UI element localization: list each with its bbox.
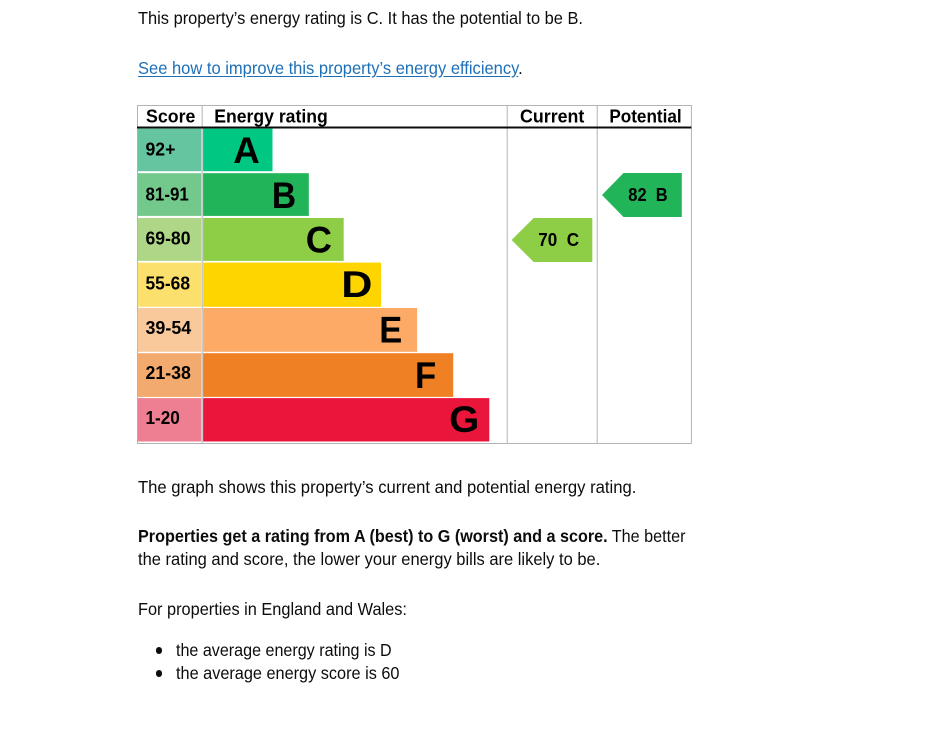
svg-text:39-54: 39-54 [146,317,192,338]
svg-text:Current: Current [520,107,584,127]
svg-text:E: E [379,310,402,351]
svg-text:C: C [306,220,332,261]
svg-text:21-38: 21-38 [146,362,191,383]
svg-text:92+: 92+ [146,139,176,160]
svg-text:B: B [272,175,296,216]
svg-text:D: D [341,264,372,305]
svg-text:Energy rating: Energy rating [214,107,328,127]
svg-text:G: G [449,399,479,440]
svg-text:55-68: 55-68 [146,272,191,293]
svg-text:A: A [233,130,259,171]
svg-text:70 C: 70 C [538,229,579,250]
svg-text:69-80: 69-80 [146,227,191,248]
svg-text:Potential: Potential [609,107,681,127]
svg-text:Score: Score [146,107,195,127]
svg-text:1-20: 1-20 [146,407,180,428]
svg-text:82 B: 82 B [628,184,667,205]
svg-text:81-91: 81-91 [146,184,189,205]
svg-text:F: F [415,355,436,396]
